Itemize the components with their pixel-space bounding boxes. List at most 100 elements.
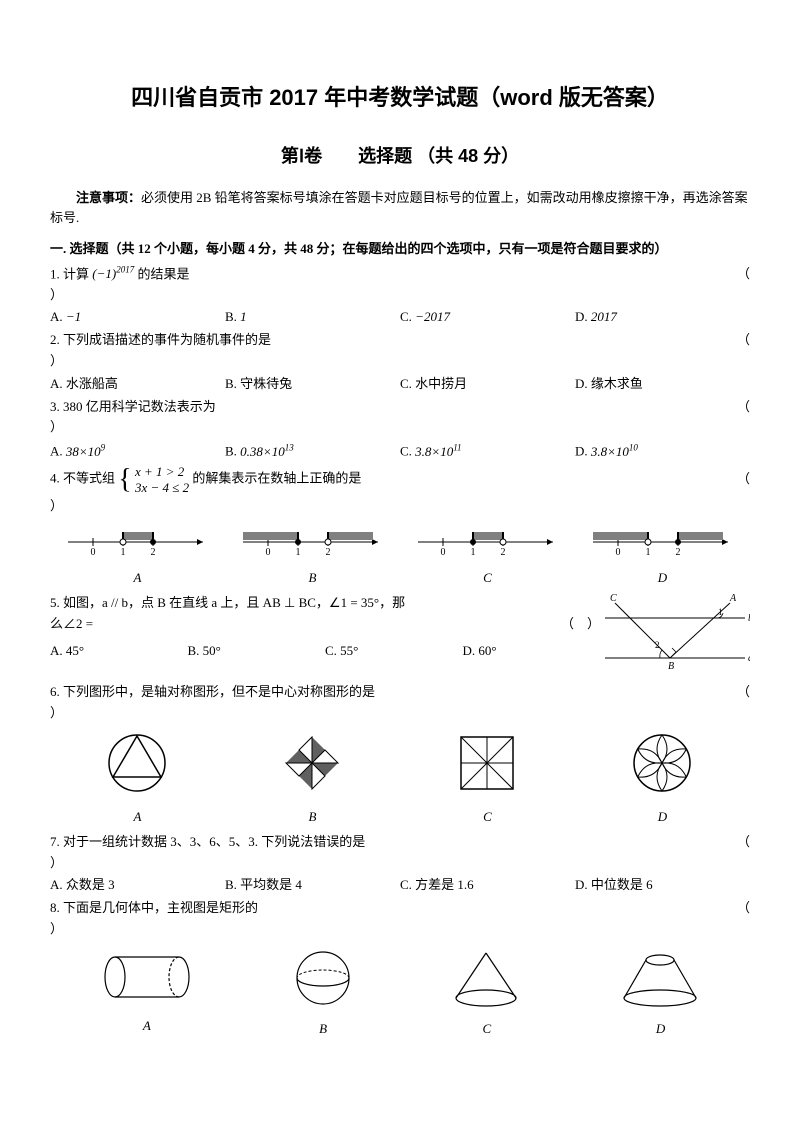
q3-cp: 11 xyxy=(453,442,461,452)
q8-la: A xyxy=(97,1016,197,1037)
q7-d: 中位数是 6 xyxy=(591,877,653,892)
solid-d-icon xyxy=(618,948,703,1008)
notice-prefix: 注意事项： xyxy=(76,190,141,205)
q2-a: 水涨船高 xyxy=(66,376,118,391)
solid-c-icon xyxy=(449,948,524,1008)
q3-c: 3.8×10 xyxy=(415,444,453,459)
svg-text:1: 1 xyxy=(470,547,475,557)
paren-close: ） xyxy=(50,417,750,438)
question-7: 7. 对于一组统计数据 3、3、6、5、3. 下列说法错误的是 （ ） A. 众… xyxy=(50,832,750,896)
question-6: 6. 下列图形中，是轴对称图形，但不是中心对称图形的是 （ ） A xyxy=(50,682,750,828)
q4-ld: D xyxy=(575,568,750,589)
svg-text:1: 1 xyxy=(645,547,650,557)
paren-open: （ xyxy=(730,832,750,853)
q3-d: 3.8×10 xyxy=(591,444,629,459)
page-title: 四川省自贡市 2017 年中考数学试题（word 版无答案） xyxy=(50,80,750,112)
paren-close: ） xyxy=(50,496,750,517)
q3-b: 0.38×10 xyxy=(240,444,285,459)
paren-close: ） xyxy=(50,351,750,372)
q3-a: 38×10 xyxy=(66,444,101,459)
question-4: 4. 不等式组 { x + 1 > 2 3x − 4 ≤ 2 的解集表示在数轴上… xyxy=(50,464,750,589)
q1-pow: 2017 xyxy=(116,265,134,275)
svg-text:1: 1 xyxy=(295,547,300,557)
q8-ld: D xyxy=(618,1019,703,1040)
q1-expr: (−1) xyxy=(92,266,116,281)
q1-pre: 1. 计算 xyxy=(50,266,89,281)
q2-stem: 2. 下列成语描述的事件为随机事件的是 xyxy=(50,330,730,351)
q5-d: 60° xyxy=(478,643,496,658)
q4-post: 的解集表示在数轴上正确的是 xyxy=(192,471,361,486)
paren-open: （ xyxy=(730,330,750,351)
question-2: 2. 下列成语描述的事件为随机事件的是 （ ） A. 水涨船高 B. 守株待兔 … xyxy=(50,330,750,394)
q5-b: 50° xyxy=(203,643,221,658)
svg-text:a: a xyxy=(748,653,750,664)
q5-diagram-icon: b a A C B 1 2 xyxy=(600,593,750,673)
section-subtitle: 第Ⅰ卷 选择题 （共 48 分） xyxy=(50,142,750,168)
paren-open: （ xyxy=(730,469,750,490)
q3-stem: 3. 380 亿用科学记数法表示为 xyxy=(50,397,730,418)
q2-d: 缘木求鱼 xyxy=(591,376,643,391)
shape-a-icon xyxy=(105,731,170,796)
q3-ap: 9 xyxy=(101,442,106,452)
svg-text:A: A xyxy=(729,593,737,604)
paren-close: ） xyxy=(50,919,750,940)
notice-text: 必须使用 2B 铅笔将答案标号填涂在答题卡对应题目标号的位置上，如需改动用橡皮擦… xyxy=(50,190,748,225)
section-head: 一. 选择题（共 12 个小题，每小题 4 分，共 48 分；在每题给出的四个选… xyxy=(50,239,750,259)
q1-c: −2017 xyxy=(415,309,450,324)
svg-text:B: B xyxy=(668,661,674,672)
q1-a: −1 xyxy=(66,309,81,324)
svg-text:2: 2 xyxy=(500,547,505,557)
paren-open: （ xyxy=(730,397,750,418)
q1-post: 的结果是 xyxy=(137,266,189,281)
solid-b-icon xyxy=(291,948,356,1008)
q7-stem: 7. 对于一组统计数据 3、3、6、5、3. 下列说法错误的是 xyxy=(50,832,730,853)
q7-b: 平均数是 4 xyxy=(240,877,302,892)
question-3: 3. 380 亿用科学记数法表示为 （ ） A. 38×109 B. 0.38×… xyxy=(50,397,750,463)
numberline-c-icon: 0 1 2 xyxy=(413,522,563,557)
svg-text:2: 2 xyxy=(325,547,330,557)
paren-open: （ xyxy=(730,682,750,703)
q7-a: 众数是 3 xyxy=(66,877,115,892)
paren-open: （ xyxy=(730,898,750,919)
exam-page: 四川省自贡市 2017 年中考数学试题（word 版无答案） 第Ⅰ卷 选择题 （… xyxy=(0,0,800,1083)
svg-text:2: 2 xyxy=(150,547,155,557)
svg-text:0: 0 xyxy=(265,547,270,557)
q8-lc: C xyxy=(449,1019,524,1040)
q1-b: 1 xyxy=(240,309,247,324)
q5-line1: 5. 如图，a // b，点 B 在直线 a 上，且 AB ⊥ BC，∠1 = … xyxy=(50,593,600,614)
q8-lb: B xyxy=(291,1019,356,1040)
shape-c-icon xyxy=(455,731,520,796)
svg-text:1: 1 xyxy=(120,547,125,557)
q4-l1: x + 1 > 2 xyxy=(135,464,184,479)
q6-la: A xyxy=(105,807,170,828)
q2-b: 守株待兔 xyxy=(240,376,292,391)
paren-open: （ xyxy=(730,264,750,285)
q6-ld: D xyxy=(630,807,695,828)
numberline-d-icon: 0 1 2 xyxy=(588,522,738,557)
q6-lc: C xyxy=(455,807,520,828)
question-5: 5. 如图，a // b，点 B 在直线 a 上，且 AB ⊥ BC，∠1 = … xyxy=(50,593,750,680)
svg-text:0: 0 xyxy=(615,547,620,557)
q8-stem: 8. 下面是几何体中，主视图是矩形的 xyxy=(50,898,730,919)
paren-close: ） xyxy=(50,285,750,306)
shape-d-icon xyxy=(630,731,695,796)
q6-lb: B xyxy=(280,807,345,828)
q4-la: A xyxy=(50,568,225,589)
q5-a: 45° xyxy=(66,643,84,658)
q2-c: 水中捞月 xyxy=(415,376,467,391)
svg-text:2: 2 xyxy=(675,547,680,557)
paren-close: ） xyxy=(50,853,750,874)
svg-text:C: C xyxy=(610,593,617,604)
solid-a-icon xyxy=(97,950,197,1005)
svg-text:2: 2 xyxy=(655,640,660,650)
q3-bp: 13 xyxy=(285,442,294,452)
question-1: 1. 计算 (−1)2017 的结果是 （ ） A. −1 B. 1 C. −2… xyxy=(50,263,750,329)
q4-lb: B xyxy=(225,568,400,589)
svg-text:0: 0 xyxy=(90,547,95,557)
q4-lc: C xyxy=(400,568,575,589)
q5-c: 55° xyxy=(340,643,358,658)
numberline-b-icon: 0 1 2 xyxy=(238,522,388,557)
q7-c: 方差是 1.6 xyxy=(415,877,474,892)
svg-text:0: 0 xyxy=(440,547,445,557)
question-8: 8. 下面是几何体中，主视图是矩形的 （ ） A xyxy=(50,898,750,1039)
